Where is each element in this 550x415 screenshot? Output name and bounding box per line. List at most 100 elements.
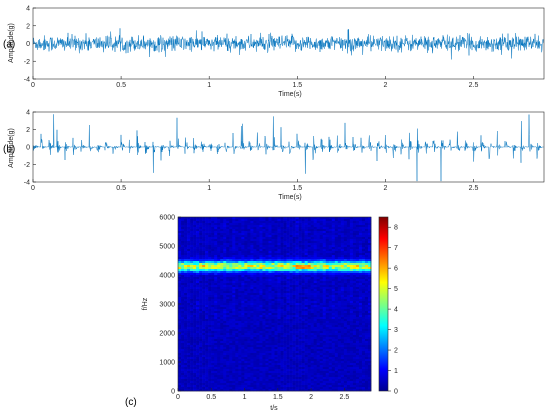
heatmap-cell: [250, 323, 254, 326]
heatmap-cell: [283, 241, 287, 244]
heatmap-cell: [328, 309, 333, 312]
heatmap-cell: [202, 257, 206, 260]
heatmap-cell: [283, 255, 287, 258]
heatmap-cell: [181, 299, 185, 302]
heatmap-cell: [253, 309, 257, 312]
heatmap-cell: [277, 375, 281, 378]
heatmap-cell: [229, 349, 233, 352]
heatmap-cell: [277, 247, 281, 250]
heatmap-cell: [238, 381, 242, 384]
heatmap-cell: [214, 319, 218, 322]
heatmap-cell: [184, 329, 188, 332]
heatmap-cell: [205, 317, 209, 320]
heatmap-cell: [328, 347, 333, 350]
heatmap-cell: [316, 309, 321, 312]
heatmap-cell: [262, 231, 266, 234]
heatmap-cell: [283, 345, 287, 348]
heatmap-cell: [280, 371, 284, 374]
heatmap-cell: [334, 285, 339, 288]
heatmap-cell: [292, 383, 296, 386]
heatmap-cell: [343, 257, 348, 260]
heatmap-cell: [181, 383, 185, 386]
heatmap-cell: [316, 227, 321, 230]
heatmap-cell: [205, 365, 209, 368]
heatmap-cell: [253, 327, 257, 330]
heatmap-cell: [229, 299, 233, 302]
heatmap-cell: [193, 319, 197, 322]
heatmap-cell: [346, 299, 351, 302]
heatmap-cell: [337, 299, 342, 302]
heatmap-cell: [277, 345, 281, 348]
heatmap-cell: [307, 381, 311, 384]
heatmap-cell: [337, 347, 342, 350]
heatmap-cell: [214, 313, 218, 316]
heatmap-cell: [262, 287, 266, 290]
heatmap-cell: [220, 279, 224, 282]
heatmap-cell: [205, 357, 209, 360]
heatmap-cell: [289, 371, 293, 374]
heatmap-cell: [190, 353, 194, 356]
heatmap-cell: [247, 315, 251, 318]
heatmap-cell: [289, 293, 293, 296]
heatmap-cell: [292, 257, 296, 260]
heatmap-cell: [325, 313, 330, 316]
heatmap-cell: [235, 223, 239, 226]
heatmap-cell: [301, 335, 305, 338]
heatmap-cell: [334, 231, 339, 234]
heatmap-cell: [184, 335, 188, 338]
heatmap-cell: [220, 273, 224, 276]
heatmap-cell: [316, 379, 321, 382]
heatmap-cell: [325, 277, 330, 280]
heatmap-cell: [202, 363, 206, 366]
heatmap-cell: [187, 345, 191, 348]
heatmap-cell: [304, 367, 308, 370]
heatmap-cell: [232, 259, 236, 262]
heatmap-cell: [244, 271, 248, 274]
heatmap-cell: [301, 345, 305, 348]
heatmap-cell: [340, 283, 345, 286]
heatmap-cell: [325, 351, 330, 354]
heatmap-cell: [316, 241, 321, 244]
heatmap-cell: [211, 305, 215, 308]
heatmap-cell: [283, 297, 287, 300]
heatmap-cell: [340, 257, 345, 260]
heatmap-cell: [229, 337, 233, 340]
heatmap-cell: [232, 237, 236, 240]
heatmap-cell: [223, 335, 227, 338]
heatmap-cell: [232, 303, 236, 306]
heatmap-cell: [226, 313, 230, 316]
heatmap-cell: [313, 293, 318, 296]
heatmap-cell: [256, 267, 260, 270]
heatmap-cell: [205, 237, 209, 240]
heatmap-cell: [247, 327, 251, 330]
heatmap-cell: [295, 289, 299, 292]
heatmap-cell: [295, 379, 299, 382]
heatmap-cell: [202, 279, 206, 282]
heatmap-cell: [298, 229, 302, 232]
heatmap-cell: [229, 283, 233, 286]
heatmap-cell: [325, 365, 330, 368]
heatmap-cell: [337, 373, 342, 376]
heatmap-cell: [202, 277, 206, 280]
heatmap-cell: [256, 273, 260, 276]
heatmap-cell: [190, 255, 194, 258]
heatmap-cell: [187, 337, 191, 340]
heatmap-cell: [268, 337, 272, 340]
heatmap-cell: [238, 311, 242, 314]
heatmap-cell: [334, 283, 339, 286]
heatmap-cell: [283, 367, 287, 370]
heatmap-cell: [310, 363, 315, 366]
heatmap-cell: [334, 267, 339, 270]
heatmap-cell: [229, 259, 233, 262]
y-tick-label: 4: [26, 110, 30, 117]
heatmap-cell: [217, 313, 221, 316]
heatmap-cell: [250, 277, 254, 280]
heatmap-cell: [211, 303, 215, 306]
heatmap-cell: [289, 353, 293, 356]
heatmap-cell: [229, 383, 233, 386]
heatmap-cell: [340, 221, 345, 224]
heatmap-cell: [196, 371, 200, 374]
heatmap-cell: [313, 305, 318, 308]
heatmap-cell: [277, 231, 281, 234]
heatmap-cell: [247, 283, 251, 286]
